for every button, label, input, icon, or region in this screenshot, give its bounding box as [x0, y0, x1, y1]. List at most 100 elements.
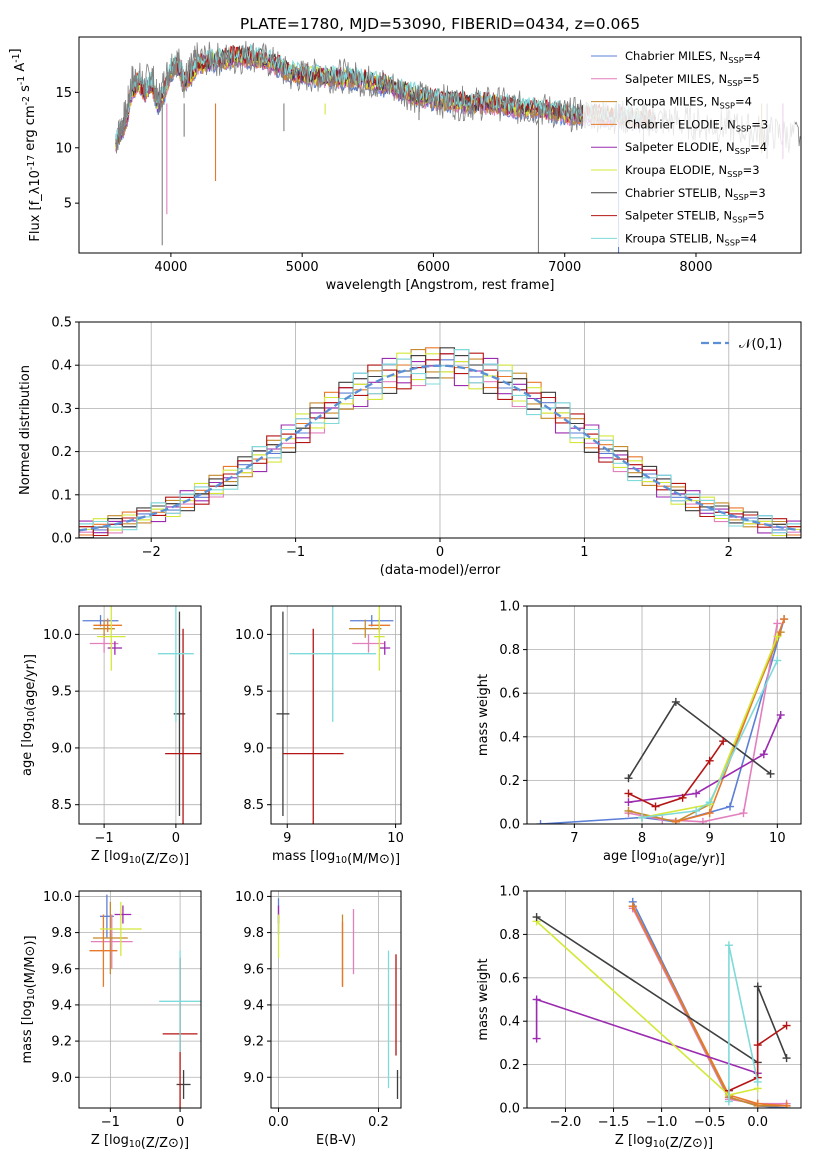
figure-title: PLATE=1780, MJD=53090, FIBERID=0434, z=0… — [240, 15, 640, 33]
y-tick-label: 9.4 — [51, 998, 72, 1013]
y-tick-label: 0.8 — [499, 928, 520, 943]
mass-weight-marker — [753, 982, 762, 991]
mass-weight-marker — [753, 1099, 762, 1108]
mass_vs_EBV-frame — [270, 890, 402, 1109]
mass-weight-marker — [532, 995, 541, 1004]
mass_vs_EBV-plot-area — [277, 898, 399, 1099]
y-tick-label: 0.6 — [499, 687, 520, 702]
y-tick-label: 0.0 — [499, 1102, 520, 1117]
mass-weight-marker — [698, 817, 707, 824]
mass-weight-line — [536, 920, 758, 1096]
x-tick-label: 0.2 — [368, 1115, 389, 1130]
mass-weight-line — [728, 1024, 788, 1092]
x-tick-label: 5000 — [286, 260, 319, 275]
mass-weight-marker — [725, 802, 734, 811]
x-tick-label: 9 — [706, 831, 714, 846]
x-tick-label: 0 — [436, 545, 444, 560]
y-tick-label: 8.5 — [243, 798, 264, 813]
residuals-x-axis-label: (data-model)/error — [380, 563, 501, 578]
mass-weight-marker — [705, 756, 714, 765]
x-tick-label: 4000 — [154, 260, 187, 275]
y-tick-label: 9.8 — [51, 926, 72, 941]
mass-weight-marker — [671, 817, 680, 824]
weight-vs-metallicity-panel: −2.0 −1.5 −1.0 −0.5 0.0 0.0 0.2 0.4 0.6 0.8 1.0 Z [… — [476, 885, 802, 1151]
y-tick-label: 10.0 — [235, 628, 264, 643]
legend-entry: Kroupa ELODIE, NSSP=3 — [625, 163, 760, 179]
x-tick-label: −1 — [101, 1115, 120, 1130]
mass-weight-marker — [782, 1021, 791, 1030]
errorbar-point — [99, 901, 142, 957]
y-tick-label: 9.6 — [51, 962, 72, 977]
residual-histogram-step — [79, 352, 801, 537]
age_vs_mass-frame — [270, 605, 402, 825]
x-tick-label: −0.5 — [694, 1115, 726, 1130]
y-tick-label: 9.8 — [243, 926, 264, 941]
y-tick-label: 0.4 — [499, 730, 520, 745]
mass-weight-marker — [773, 619, 782, 628]
errorbar-point — [96, 606, 126, 671]
age_vs_Z-x-axis-label: Z [log10(Z/Z⊙)] — [91, 849, 189, 867]
age_vs_Z-frame — [78, 605, 202, 825]
y-tick-label: 0.8 — [499, 643, 520, 658]
mass-weight-marker — [624, 774, 633, 783]
mass-weight-marker — [536, 820, 545, 824]
legend-entry: Chabrier MILES, NSSP=4 — [625, 49, 761, 65]
spectrum-y-axis-label: Flux [f_λ10-17 erg cm-2 s-1 A-1] — [8, 48, 43, 241]
errorbar-point — [92, 901, 128, 975]
residual-histogram-step — [79, 349, 801, 534]
y-tick-label: 5 — [64, 197, 72, 212]
legend-background — [583, 41, 795, 247]
mass-weight-line — [641, 660, 779, 819]
mass-vs-metallicity-panel: −1 0 9.0 9.2 9.4 9.6 9.8 10.0 Z [log10(Z/Z⊙)] mas… — [20, 890, 202, 1151]
errorbar-point — [379, 641, 391, 655]
mass-weight-marker — [628, 902, 637, 911]
errorbar-point — [373, 606, 385, 671]
mass-weight-marker — [739, 809, 748, 818]
legend-entry: Salpeter STELIB, NSSP=5 — [625, 209, 765, 225]
x-tick-label: −1 — [95, 831, 114, 846]
y-tick-label: 10.0 — [43, 628, 72, 643]
mass-weight-marker — [705, 809, 714, 818]
y-tick-label: 9.2 — [51, 1035, 72, 1050]
mass-weight-marker — [782, 1054, 791, 1063]
mass_vs_EBV-grid — [271, 891, 401, 1108]
x-tick-label: −1 — [286, 545, 305, 560]
weight_vs_Z-grid — [527, 890, 801, 1109]
errorbar-point — [276, 611, 290, 817]
errorbar-point — [350, 615, 394, 627]
mass-weight-marker — [532, 913, 541, 922]
errorbar-point — [82, 615, 119, 627]
y-tick-label: 0.5 — [51, 316, 72, 331]
y-tick-label: 8.5 — [51, 798, 72, 813]
spectrum-frame — [78, 36, 802, 254]
mass_vs_Z-grid — [79, 891, 201, 1108]
mass-weight-marker — [780, 615, 789, 624]
mass-weight-marker — [624, 798, 633, 807]
errorbar-point — [165, 628, 201, 824]
x-tick-label: 0.0 — [747, 1115, 768, 1130]
weight-vs-age-panel: 7 8 9 10 0.0 0.2 0.4 0.6 0.8 1.0 age [log10(age/yr… — [476, 600, 802, 867]
y-tick-label: 9.0 — [51, 741, 72, 756]
errorbar-point — [89, 914, 118, 987]
x-tick-label: 7 — [570, 831, 578, 846]
mass-weight-marker — [724, 1097, 733, 1106]
spectrum-panel: 4000 5000 6000 7000 8000 5 10 15 wavelength [Ang… — [8, 36, 802, 293]
y-tick-label: 0.1 — [51, 488, 72, 503]
legend-entry: Kroupa STELIB, NSSP=4 — [625, 231, 757, 247]
mass-weight-line — [535, 998, 758, 1075]
residual-histogram-step — [79, 347, 801, 538]
y-tick-label: 0.0 — [499, 818, 520, 833]
y-tick-label: 1.0 — [499, 600, 520, 615]
mass-weight-marker — [719, 737, 728, 746]
weight_vs_age-frame — [526, 605, 802, 825]
weight_vs_age-y-axis-label: mass weight — [476, 674, 491, 756]
y-tick-label: 0.2 — [499, 774, 520, 789]
mass-weight-marker — [773, 632, 782, 641]
errorbar-point — [282, 628, 344, 824]
x-tick-label: −2.0 — [550, 1115, 582, 1130]
mass-weight-line — [628, 714, 782, 803]
weight_vs_Z-frame — [526, 890, 802, 1109]
errorbar-point — [93, 618, 123, 633]
errorbar-point — [114, 905, 132, 924]
